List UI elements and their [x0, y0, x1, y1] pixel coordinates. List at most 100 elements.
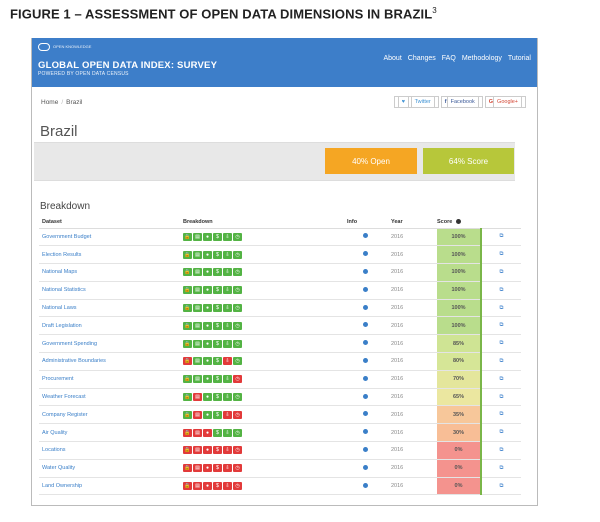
- external-link-icon[interactable]: ⧉: [481, 228, 521, 247]
- year-cell: 2016: [383, 281, 437, 300]
- external-link-icon[interactable]: ⧉: [481, 370, 521, 389]
- dataset-link[interactable]: Air Quality: [39, 423, 183, 443]
- external-link-icon[interactable]: ⧉: [481, 459, 521, 478]
- info-icon[interactable]: [362, 411, 368, 417]
- info-icon[interactable]: [362, 268, 368, 274]
- nav-about[interactable]: About: [383, 55, 402, 62]
- dataset-link[interactable]: Administrative Boundaries: [39, 352, 183, 371]
- breakdown-cell: 🔒 ▤ ● $ ⇩ ◷: [183, 388, 347, 407]
- year-cell: 2016: [383, 459, 437, 478]
- nav-tutorial[interactable]: Tutorial: [507, 55, 531, 62]
- breadcrumb-home[interactable]: Home: [41, 99, 59, 106]
- site-title[interactable]: GLOBAL OPEN DATA INDEX: SURVEY: [38, 60, 218, 71]
- score-cell: 65%: [437, 388, 482, 407]
- external-link-icon[interactable]: ⧉: [481, 299, 521, 318]
- breakdown-badges: 🔒 ▤ ● $ ⇩ ◷: [183, 268, 347, 277]
- dollar-icon: $: [213, 268, 222, 277]
- info-icon[interactable]: [362, 357, 368, 363]
- breakdown-cell: 🔒 ▤ ● $ ⇩ ◷: [183, 316, 347, 336]
- table-header-row: Dataset Breakdown Info Year Score: [39, 216, 521, 229]
- dataset-link[interactable]: Weather Forecast: [39, 388, 183, 407]
- open-percentage-badge: 40% Open: [325, 148, 417, 174]
- header-score[interactable]: Score: [437, 216, 481, 229]
- clock-icon: ◷: [233, 250, 242, 259]
- info-cell: [347, 316, 383, 336]
- site-subtitle: POWERED BY OPEN DATA CENSUS: [38, 71, 129, 77]
- info-cell: [347, 388, 383, 407]
- external-link-icon[interactable]: ⧉: [481, 334, 521, 354]
- info-icon[interactable]: [362, 233, 368, 239]
- info-icon[interactable]: [362, 393, 368, 399]
- table-row: Locations 🔒 ▤ ● $ ⇩ ◷ 2016 0% ⧉: [39, 441, 521, 460]
- table-row: National Laws 🔒 ▤ ● $ ⇩ ◷ 2016 100% ⧉: [39, 299, 521, 318]
- info-icon[interactable]: [362, 322, 368, 328]
- nav-faq[interactable]: FAQ: [441, 55, 456, 62]
- dataset-link[interactable]: National Statistics: [39, 281, 183, 300]
- info-icon[interactable]: [362, 482, 368, 488]
- external-link-icon[interactable]: ⧉: [481, 352, 521, 371]
- dataset-link[interactable]: Government Budget: [39, 228, 183, 247]
- table-row: Administrative Boundaries 🔒 ▤ ● $ ⇩ ◷ 2016 80% ⧉: [39, 352, 521, 371]
- dataset-link[interactable]: Company Register: [39, 405, 183, 425]
- header-year[interactable]: Year: [383, 216, 437, 229]
- google-share-button[interactable]: G Google+: [484, 96, 526, 108]
- info-icon[interactable]: [362, 251, 368, 257]
- info-icon[interactable]: [362, 446, 368, 452]
- external-link-icon[interactable]: ⧉: [481, 316, 521, 336]
- score-cell: 30%: [437, 423, 482, 443]
- info-icon[interactable]: [362, 304, 368, 310]
- year-cell: 2016: [383, 370, 437, 389]
- external-link-icon[interactable]: ⧉: [481, 245, 521, 265]
- eye-icon: ●: [203, 232, 212, 241]
- breakdown-badges: 🔒 ▤ ● $ ⇩ ◷: [183, 339, 347, 348]
- score-cell: 100%: [437, 245, 482, 265]
- external-link-icon[interactable]: ⧉: [481, 441, 521, 460]
- info-icon[interactable]: [362, 375, 368, 381]
- eye-icon: ●: [203, 357, 212, 366]
- table-row: Water Quality 🔒 ▤ ● $ ⇩ ◷ 2016 0% ⧉: [39, 459, 521, 478]
- browser-frame: OPEN KNOWLEDGE GLOBAL OPEN DATA INDEX: S…: [31, 38, 538, 506]
- help-icon[interactable]: [456, 218, 462, 224]
- document-icon: ▤: [193, 286, 202, 295]
- info-icon[interactable]: [362, 464, 368, 470]
- dataset-link[interactable]: Locations: [39, 441, 183, 460]
- breakdown-badges: 🔒 ▤ ● $ ⇩ ◷: [183, 410, 347, 419]
- info-icon[interactable]: [362, 429, 368, 435]
- external-link-icon[interactable]: ⧉: [481, 423, 521, 443]
- dataset-link[interactable]: Election Results: [39, 245, 183, 265]
- dataset-link[interactable]: Water Quality: [39, 459, 183, 478]
- external-link-icon[interactable]: ⧉: [481, 388, 521, 407]
- nav-methodology[interactable]: Methodology: [461, 55, 502, 62]
- dataset-link[interactable]: Procurement: [39, 370, 183, 389]
- external-link-icon[interactable]: ⧉: [481, 263, 521, 282]
- nav-changes[interactable]: Changes: [407, 55, 436, 62]
- page-title: Brazil: [40, 123, 78, 140]
- download-icon: ⇩: [223, 286, 232, 295]
- external-link-icon[interactable]: ⧉: [481, 281, 521, 300]
- lock-icon: 🔒: [183, 232, 192, 241]
- clock-icon: ◷: [233, 393, 242, 402]
- dataset-link[interactable]: National Maps: [39, 263, 183, 282]
- twitter-share-button[interactable]: ♥ Twitter: [393, 96, 439, 108]
- table-row: Procurement 🔒 ▤ ● $ ⇩ ◷ 2016 70% ⧉: [39, 370, 521, 389]
- external-link-icon[interactable]: ⧉: [481, 405, 521, 425]
- breakdown-cell: 🔒 ▤ ● $ ⇩ ◷: [183, 228, 347, 247]
- header-dataset[interactable]: Dataset: [39, 216, 183, 229]
- clock-icon: ◷: [233, 482, 242, 491]
- lock-icon: 🔒: [183, 286, 192, 295]
- dataset-link[interactable]: National Laws: [39, 299, 183, 318]
- facebook-share-button[interactable]: f Facebook: [440, 96, 483, 108]
- year-cell: 2016: [383, 388, 437, 407]
- external-link-icon[interactable]: ⧉: [481, 477, 521, 496]
- dataset-link[interactable]: Government Spending: [39, 334, 183, 354]
- eye-icon: ●: [203, 250, 212, 259]
- dataset-link[interactable]: Land Ownership: [39, 477, 183, 496]
- info-icon[interactable]: [362, 340, 368, 346]
- lock-icon: 🔒: [183, 482, 192, 491]
- clock-icon: ◷: [233, 321, 242, 330]
- dataset-link[interactable]: Draft Legislation: [39, 316, 183, 336]
- breakdown-badges: 🔒 ▤ ● $ ⇩ ◷: [183, 250, 347, 259]
- info-icon[interactable]: [362, 286, 368, 292]
- logo[interactable]: OPEN KNOWLEDGE: [38, 43, 91, 51]
- lock-icon: 🔒: [183, 339, 192, 348]
